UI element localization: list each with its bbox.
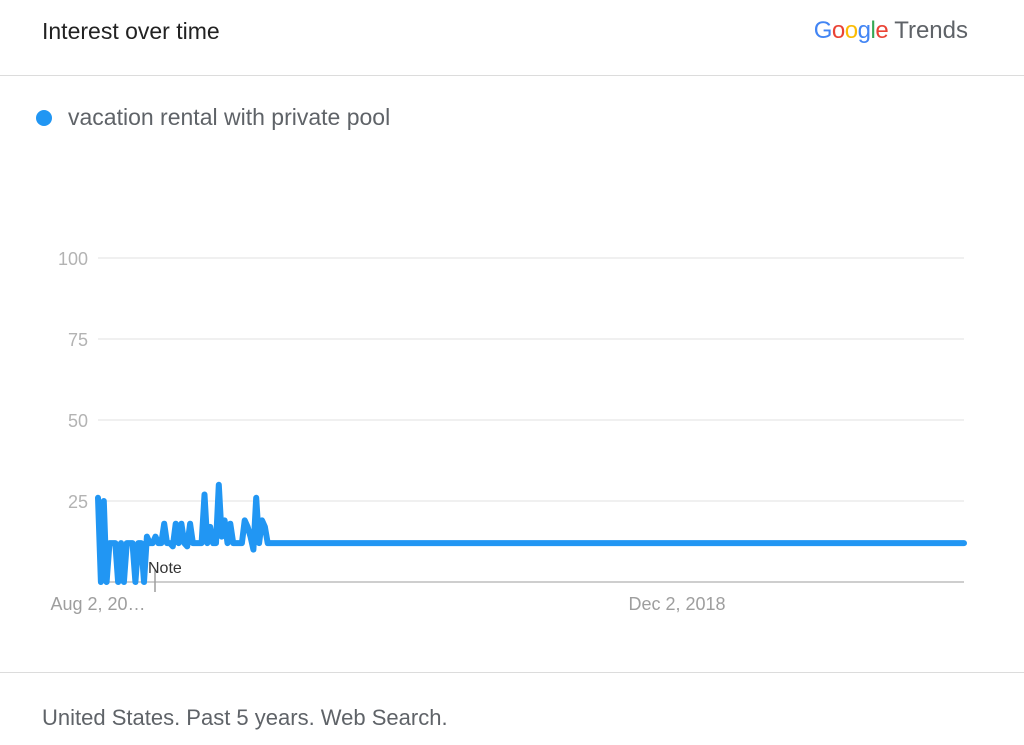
y-tick-label: 75 <box>68 330 88 350</box>
google-letter: g <box>857 17 871 44</box>
trends-wordmark: Trends <box>894 17 968 44</box>
google-letter: o <box>844 17 858 44</box>
series-line <box>95 481 967 585</box>
legend-label: vacation rental with private pool <box>68 104 391 130</box>
google-trends-logo[interactable]: Google Trends <box>814 17 968 45</box>
google-letter: e <box>875 17 889 44</box>
chart-legend: vacation rental with private pool <box>36 104 390 131</box>
google-wordmark: Google <box>813 17 889 44</box>
chart-footer: United States. Past 5 years. Web Search. <box>0 672 1024 745</box>
y-tick-label: 25 <box>68 492 88 512</box>
x-tick-label: Dec 2, 2018 <box>628 594 725 614</box>
x-tick-label: Aug 2, 20… <box>50 594 145 614</box>
chart-title: Interest over time <box>42 18 220 44</box>
footer-caption: United States. Past 5 years. Web Search. <box>42 705 448 730</box>
google-letter: l <box>870 17 876 44</box>
note-annotation: Note <box>148 560 182 577</box>
y-tick-label: 100 <box>58 249 88 269</box>
y-tick-label: 50 <box>68 411 88 431</box>
google-letter: G <box>813 17 833 44</box>
google-letter: o <box>831 17 845 44</box>
legend-dot-icon <box>36 109 52 126</box>
chart-header: Interest over time Google Trends <box>0 0 1024 76</box>
